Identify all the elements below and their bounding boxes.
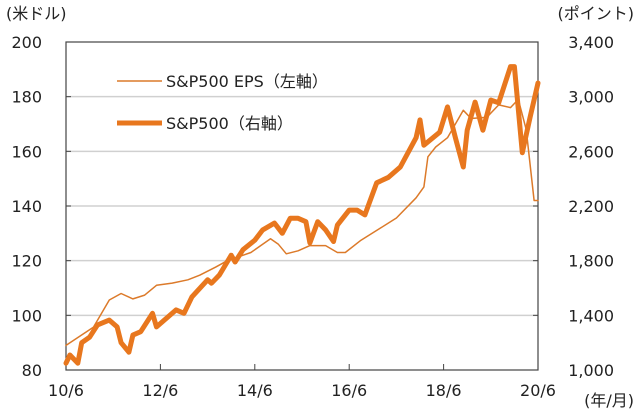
x-tick-label: 12/6 bbox=[142, 381, 178, 400]
x-tick-label: 16/6 bbox=[331, 381, 367, 400]
right-tick-label: 3,400 bbox=[568, 33, 614, 52]
left-tick-label: 180 bbox=[11, 88, 42, 107]
right-tick-label: 1,000 bbox=[568, 361, 614, 380]
series-lines bbox=[63, 64, 541, 366]
left-tick-label: 100 bbox=[11, 306, 42, 325]
left-tick-label: 140 bbox=[11, 197, 42, 216]
left-axis-unit: (米ドル) bbox=[6, 4, 67, 23]
left-tick-label: 80 bbox=[22, 361, 42, 380]
right-tick-label: 1,400 bbox=[568, 306, 614, 325]
x-tick-label: 14/6 bbox=[237, 381, 273, 400]
x-axis-unit: (年/月) bbox=[584, 391, 634, 410]
legend-label-eps: S&P500 EPS（左軸） bbox=[166, 72, 328, 91]
right-tick-label: 3,000 bbox=[568, 88, 614, 107]
left-tick-label: 160 bbox=[11, 142, 42, 161]
x-tick-label: 18/6 bbox=[426, 381, 462, 400]
right-axis-unit: (ポイント) bbox=[558, 4, 635, 23]
x-tick-label: 20/6 bbox=[520, 381, 556, 400]
x-tick-label: 10/6 bbox=[48, 381, 84, 400]
right-tick-label: 1,800 bbox=[568, 252, 614, 271]
right-tick-label: 2,600 bbox=[568, 142, 614, 161]
left-tick-label: 120 bbox=[11, 252, 42, 271]
legend: S&P500 EPS（左軸） S&P500（右軸） bbox=[117, 72, 328, 133]
legend-label-sp500: S&P500（右軸） bbox=[166, 114, 293, 133]
left-tick-label: 200 bbox=[11, 33, 42, 52]
sp500-line bbox=[63, 64, 541, 366]
right-tick-label: 2,200 bbox=[568, 197, 614, 216]
